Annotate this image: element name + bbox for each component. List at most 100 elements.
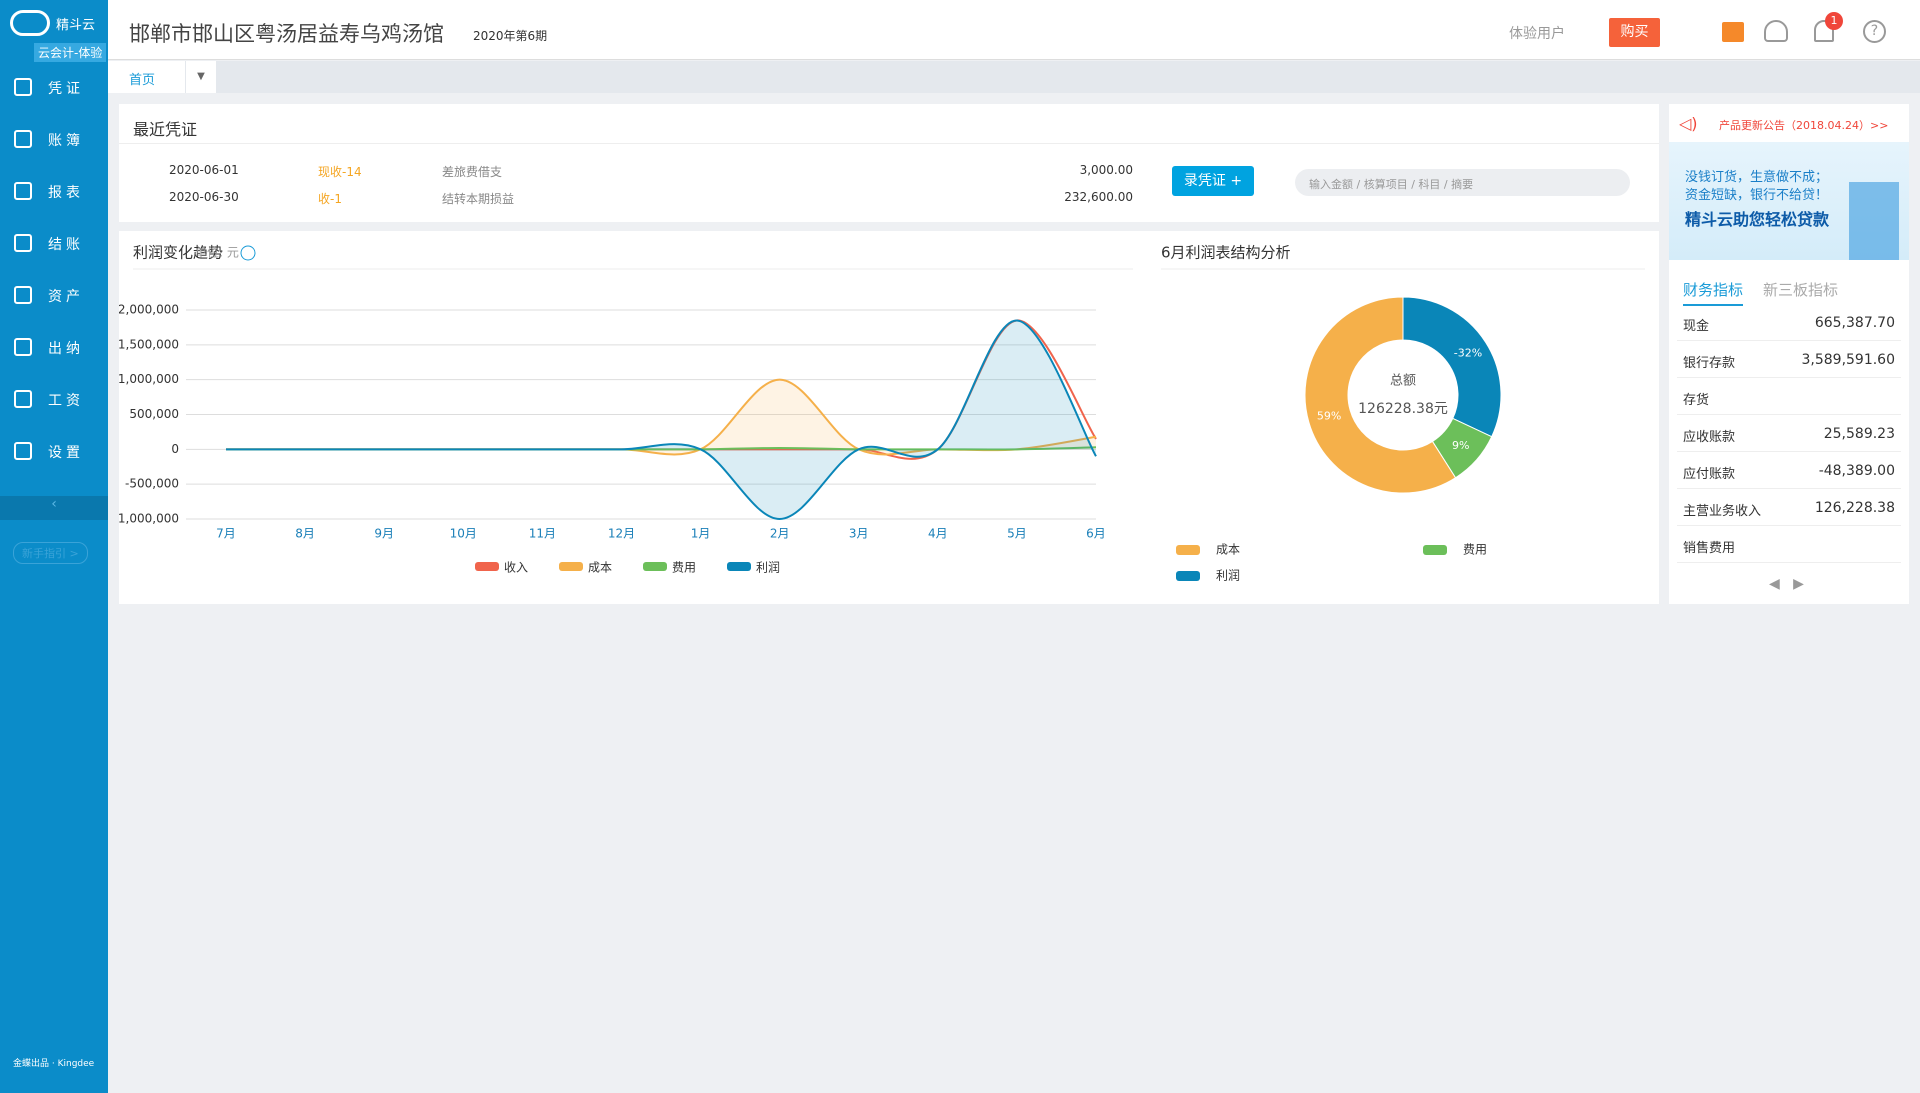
slice-label: 59% (1317, 409, 1341, 422)
y-tick-label: -500,000 (125, 477, 179, 491)
menu-icon[interactable] (14, 78, 32, 96)
menu-item[interactable]: 出纳 (48, 341, 84, 357)
menu-item[interactable]: 工资 (48, 393, 84, 409)
banner[interactable]: 没钱订货，生意做不成； 资金短缺，银行不给贷！ 精斗云助您轻松贷款 (1669, 142, 1909, 260)
voucher-code[interactable]: 收-1 (318, 192, 342, 206)
indicator-value: 665,387.70 (1814, 315, 1895, 331)
gift-icon[interactable] (1722, 22, 1744, 42)
row-line (1677, 562, 1901, 563)
help-icon[interactable]: ? (1863, 20, 1886, 43)
center-title: 总额 (1390, 374, 1416, 389)
x-tick-label: 12月 (608, 527, 635, 541)
indicator-value: 25,589.23 (1823, 426, 1895, 442)
collapse[interactable]: ‹ (0, 496, 108, 520)
voucher-amount: 232,600.00 (1064, 190, 1133, 204)
tab-menu[interactable]: ▼ (186, 61, 216, 93)
series-line (226, 319, 1097, 521)
legend-swatch (727, 562, 751, 571)
company: 邯郸市邯山区粤汤居益寿乌鸡汤馆 (129, 22, 444, 46)
y-tick-label: 2,000,000 (119, 303, 179, 317)
logo-text: 精斗云 (56, 18, 96, 33)
legend-label: 利润 (1216, 569, 1240, 583)
voucher-date: 2020-06-30 (169, 190, 239, 204)
menu-item[interactable]: 资产 (48, 289, 84, 305)
menu-icon[interactable] (14, 182, 32, 200)
row-line (1677, 414, 1901, 415)
indicator-label: 银行存款 (1683, 356, 1736, 371)
tab[interactable]: 首页 (108, 61, 185, 93)
legend-label: 成本 (588, 561, 612, 575)
indicator-label: 主营业务收入 (1683, 504, 1762, 519)
buy-button[interactable]: 购买 (1609, 18, 1660, 47)
period: 2020年第6期 (473, 29, 548, 43)
charts-panel: 利润变化趋势 单位: 元 -1,000,000 -500,000 0 500,000 1,0… (119, 231, 1659, 604)
x-tick-label: 11月 (529, 527, 556, 541)
donut-slice (1304, 296, 1457, 494)
voucher-amount: 3,000.00 (1079, 163, 1133, 177)
menu-item[interactable]: 设置 (48, 445, 84, 461)
menu-item[interactable]: 凭证 (48, 81, 84, 97)
menu-icon[interactable] (14, 442, 32, 460)
pager[interactable]: ◀ ▶ (1769, 576, 1804, 592)
recent-vouchers: 最近凭证 2020-06-01 现收-14 差旅费借支 3,000.00 2020-06… (119, 104, 1659, 222)
indicator-label: 现金 (1683, 319, 1710, 334)
service-icon[interactable] (1764, 20, 1788, 42)
indicator-tab[interactable]: 财务指标 (1683, 279, 1744, 306)
legend-label: 费用 (672, 561, 696, 575)
center-value: 126228.38元 (1358, 401, 1448, 417)
voucher-code[interactable]: 现收-14 (318, 165, 362, 179)
x-tick-label: 4月 (928, 527, 948, 541)
footer: 金蝶出品 · Kingdee (13, 1059, 95, 1069)
sidebar: 精斗云 云会计-体验 凭证账簿报表结账资产出纳工资设置 ‹ 新手指引 > 金蝶出… (0, 0, 108, 1093)
menu-icon[interactable] (14, 286, 32, 304)
section-title: 最近凭证 (133, 120, 198, 139)
new-voucher-button[interactable]: 录凭证 + (1172, 166, 1254, 196)
x-tick-label: 5月 (1007, 527, 1027, 541)
menu-item[interactable]: 报表 (48, 185, 84, 201)
donut-slice (1402, 296, 1502, 438)
row-line (1677, 525, 1901, 526)
indicator-tab[interactable]: 新三板指标 (1763, 281, 1839, 299)
x-tick-label: 2月 (770, 527, 790, 541)
bell-icon[interactable] (1814, 20, 1834, 42)
badge: 1 (1825, 12, 1843, 30)
legend-swatch (475, 562, 499, 571)
legend-label: 利润 (756, 561, 780, 575)
slice-label: -32% (1454, 347, 1482, 360)
x-tick-label: 10月 (450, 527, 477, 541)
indicator-value: 3,589,591.60 (1801, 352, 1895, 368)
notice[interactable]: 产品更新公告（2018.04.24）>> (1719, 119, 1889, 132)
user[interactable]: 体验用户 (1509, 26, 1565, 42)
indicator-value: -48,389.00 (1818, 463, 1895, 479)
menu-item[interactable]: 账簿 (48, 133, 84, 149)
banner-line: 资金短缺，银行不给贷！ (1685, 188, 1829, 203)
menu-icon[interactable] (14, 130, 32, 148)
menu-icon[interactable] (14, 390, 32, 408)
y-tick-label: 1,500,000 (119, 337, 179, 351)
legend-swatch (1176, 545, 1200, 555)
logo-icon (10, 10, 50, 36)
x-tick-label: 8月 (295, 527, 315, 541)
row-line (1677, 377, 1901, 378)
x-tick-label: 1月 (691, 527, 711, 541)
y-tick-label: 1,000,000 (119, 372, 179, 386)
menu-icon[interactable] (14, 234, 32, 252)
menu-item[interactable]: 结账 (48, 237, 84, 253)
guide[interactable]: 新手指引 > (13, 542, 88, 564)
legend-swatch (1423, 545, 1447, 555)
x-tick-label: 9月 (374, 527, 394, 541)
x-tick-label: 6月 (1086, 527, 1106, 541)
indicator-label: 销售费用 (1683, 541, 1736, 556)
row-line (1677, 488, 1901, 489)
voucher-summary: 差旅费借支 (442, 165, 503, 179)
chart-title: 6月利润表结构分析 (1161, 244, 1291, 262)
legend-swatch (1176, 571, 1200, 581)
search-box[interactable]: 输入金额 / 核算项目 / 科目 / 摘要 (1295, 169, 1630, 196)
row-line (1677, 340, 1901, 341)
y-tick-label: 500,000 (129, 407, 179, 421)
row-line (1677, 451, 1901, 452)
edition: 云会计-体验 (34, 43, 107, 62)
indicator-label: 应收账款 (1683, 430, 1736, 445)
menu-icon[interactable] (14, 338, 32, 356)
